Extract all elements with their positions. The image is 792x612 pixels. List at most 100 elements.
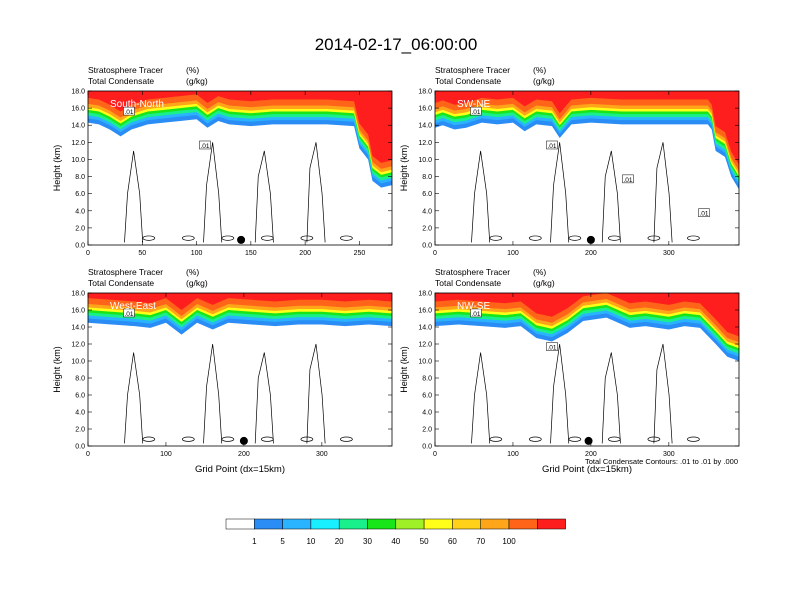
subtitle-condensate-units: (g/kg) [533,278,555,288]
panel-label: South-North [110,99,164,110]
colorbar-label: 100 [502,537,516,546]
y-tick-label: 14.0 [71,325,85,332]
colorbar-label: 50 [420,537,429,546]
colorbar-swatch [508,518,538,530]
x-axis-label: Grid Point (dx=15km) [542,464,632,475]
tracer-field [88,293,392,335]
low-cloud-contour [340,436,353,442]
tracer-field [435,293,739,361]
y-tick-label: 14.0 [418,325,432,332]
subtitle-tracer-units: (%) [533,65,546,75]
y-tick-label: 2.0 [422,225,432,232]
contour-footnote: Total Condensate Contours: .01 to .01 by… [585,457,738,466]
y-tick-label: 18.0 [418,291,432,298]
colorbar-label: 5 [280,537,285,546]
colorbar: 1 5 10 20 30 40 50 60 70 100 [225,518,566,546]
x-axis: 0 100 200 300 Grid Point (dx=15km) [86,293,328,475]
x-tick-label: 0 [86,451,90,458]
tracer-band [435,91,739,165]
y-tick-label: 2.0 [75,427,85,434]
y-tick-label: 0.0 [422,243,432,250]
panel-label: West-East [110,301,156,312]
low-cloud-contour [300,235,314,241]
low-cloud-contour [528,235,542,241]
colorbar-swatch [423,518,453,530]
x-tick-label: 300 [663,451,675,458]
subtitle-condensate: Total Condensate [435,278,501,288]
colorbar-label: 60 [448,537,457,546]
y-tick-label: 2.0 [75,225,85,232]
condensate-contour [471,352,491,444]
location-marker [584,436,593,445]
subtitle-tracer: Stratosphere Tracer [88,65,163,75]
contour-label: .01 [699,211,708,218]
y-tick-label: 8.0 [422,174,432,181]
y-tick-label: 6.0 [75,393,85,400]
y-tick-label: 16.0 [71,106,85,113]
colorbar-label: 20 [335,537,344,546]
y-tick-label: 16.0 [418,106,432,113]
x-tick-label: 300 [316,451,328,458]
condensate-contours [471,142,700,243]
condensate-contour [550,142,570,243]
y-axis-label: Height (km) [399,346,409,393]
y-tick-label: 2.0 [422,427,432,434]
contour-label: .01 [200,143,209,150]
low-cloud-contour [261,436,274,442]
low-cloud-contour [647,436,661,442]
contour-label: .01 [471,311,480,318]
y-axis: 0.0 2.0 4.0 6.0 8.0 10.0 12.0 14.0 16.0 18.0 Heigh… [399,89,739,250]
plot-frame [87,90,393,246]
condensate-contour [124,352,144,444]
low-cloud-contour [489,436,503,442]
colorbar-label: 30 [363,537,372,546]
tracer-band [88,91,392,163]
panel-label: NW-SE [457,301,490,312]
low-cloud-contour [181,235,195,241]
low-cloud-contour [261,235,274,241]
low-cloud-contour [687,235,700,241]
tracer-band [88,91,392,178]
low-cloud-contour [221,235,235,241]
y-axis-label: Height (km) [52,346,62,393]
tracer-band [435,293,739,337]
y-tick-label: 4.0 [75,208,85,215]
figure-title: 2014-02-17_06:00:00 [315,35,478,54]
panel-label: SW-NE [457,99,490,110]
y-tick-label: 8.0 [422,376,432,383]
low-cloud-contour [300,436,314,442]
x-tick-label: 250 [354,250,366,257]
x-axis: 0 100 200 300 Grid Point (dx=15km) [433,293,675,475]
contour-label-box [123,106,135,116]
y-tick-label: 18.0 [71,291,85,298]
low-cloud-contour [647,235,661,241]
subtitle-tracer-units: (%) [533,267,546,277]
x-tick-label: 200 [299,250,311,257]
y-tick-label: 12.0 [71,140,85,147]
low-cloud-contour [142,235,156,241]
condensate-contour [306,142,326,243]
condensate-contour [203,343,223,444]
x-tick-label: 200 [585,250,597,257]
y-tick-label: 0.0 [75,444,85,451]
tracer-field [435,91,739,190]
condensate-contour [601,352,621,444]
location-marker [586,235,595,244]
y-axis: 0.0 2.0 4.0 6.0 8.0 10.0 12.0 14.0 16.0 18.0 Heigh… [52,291,392,451]
colorbar-swatch [338,518,368,530]
subtitle-tracer-units: (%) [186,65,199,75]
y-tick-label: 4.0 [422,410,432,417]
y-tick-label: 16.0 [418,308,432,315]
x-tick-label: 50 [138,250,146,257]
plot-frame [87,292,393,447]
y-axis: 0.0 2.0 4.0 6.0 8.0 10.0 12.0 14.0 16.0 18.0 Heigh… [52,89,392,250]
low-cloud-contour [568,436,582,442]
x-tick-label: 200 [238,451,250,458]
y-tick-label: 10.0 [418,359,432,366]
x-axis: 0 100 200 300 [433,91,675,257]
contour-label: .01 [547,345,556,352]
y-tick-label: 0.0 [75,243,85,250]
low-cloud-contour [608,235,621,241]
y-tick-label: 10.0 [418,157,432,164]
y-tick-label: 4.0 [75,410,85,417]
